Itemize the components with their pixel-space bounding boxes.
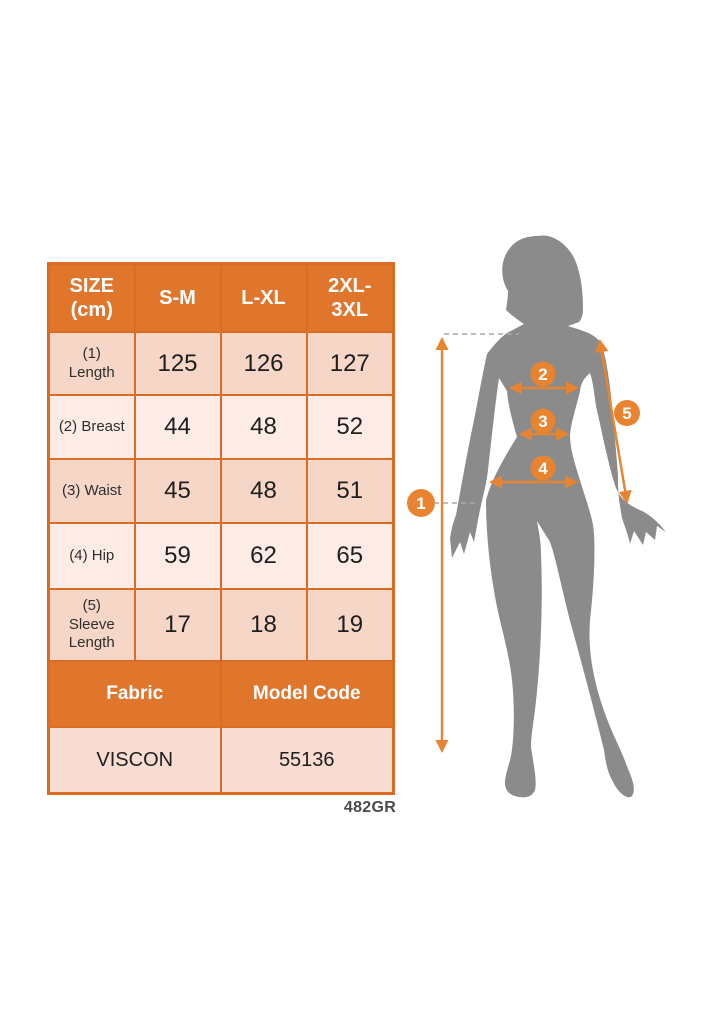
marker-1: 1: [407, 489, 435, 517]
measurement-diagram: 1 2 3 4 5: [407, 235, 666, 798]
table-row-sleeve-length: (5) Sleeve Length 17 18 19: [47, 588, 395, 662]
product-code-label: 482GR: [343, 799, 397, 816]
marker-5: 5: [614, 400, 640, 426]
value-cell: 44: [133, 394, 222, 460]
svg-text:4: 4: [538, 459, 548, 478]
value-cell: 62: [219, 522, 308, 590]
size-guide-figure: 1 2 3 4 5: [400, 220, 720, 840]
value-cell: 65: [305, 522, 395, 590]
value-cell: 48: [219, 394, 308, 460]
table-row-length: (1) Length 125 126 127: [47, 331, 395, 396]
value-cell: 17: [133, 588, 222, 662]
table-row-hip: (4) Hip 59 62 65: [47, 522, 395, 590]
marker-2: 2: [530, 361, 556, 387]
value-cell: 126: [219, 331, 308, 396]
value-cell: 125: [133, 331, 222, 396]
marker-3: 3: [530, 408, 556, 434]
value-cell: 59: [133, 522, 222, 590]
table-row-waist: (3) Waist 45 48 51: [47, 458, 395, 524]
marker-4: 4: [530, 455, 556, 481]
value-cell: 45: [133, 458, 222, 524]
table-footer-header-row: Fabric Model Code: [47, 660, 395, 728]
header-2xl-3xl: 2XL- 3XL: [305, 262, 395, 333]
header-l-xl: L-XL: [219, 262, 308, 333]
table-footer-value-row: VISCON 55136: [47, 726, 395, 795]
header-size-cm: SIZE (cm): [47, 262, 136, 333]
value-cell: 51: [305, 458, 395, 524]
value-cell: 18: [219, 588, 308, 662]
table-header-row: SIZE (cm) S-M L-XL 2XL- 3XL: [47, 262, 395, 333]
table-row-breast: (2) Breast 44 48 52: [47, 394, 395, 460]
svg-text:5: 5: [622, 404, 631, 423]
value-cell: 127: [305, 331, 395, 396]
fabric-value: VISCON: [47, 726, 222, 795]
row-label-hip: (4) Hip: [47, 522, 136, 590]
svg-text:1: 1: [416, 494, 425, 513]
value-cell: 52: [305, 394, 395, 460]
header-s-m: S-M: [133, 262, 222, 333]
row-label-breast: (2) Breast: [47, 394, 136, 460]
sleeve-arrow: [595, 339, 632, 504]
size-chart-table: SIZE (cm) S-M L-XL 2XL- 3XL (1) Length 1…: [47, 262, 395, 795]
row-label-length: (1) Length: [47, 331, 136, 396]
row-label-sleeve-length: (5) Sleeve Length: [47, 588, 136, 662]
fabric-header: Fabric: [47, 660, 222, 728]
model-code-header: Model Code: [219, 660, 395, 728]
model-code-value: 55136: [219, 726, 395, 795]
row-label-waist: (3) Waist: [47, 458, 136, 524]
value-cell: 19: [305, 588, 395, 662]
woman-silhouette-shape: [450, 235, 666, 798]
svg-text:3: 3: [538, 412, 547, 431]
svg-text:2: 2: [538, 365, 547, 384]
value-cell: 48: [219, 458, 308, 524]
